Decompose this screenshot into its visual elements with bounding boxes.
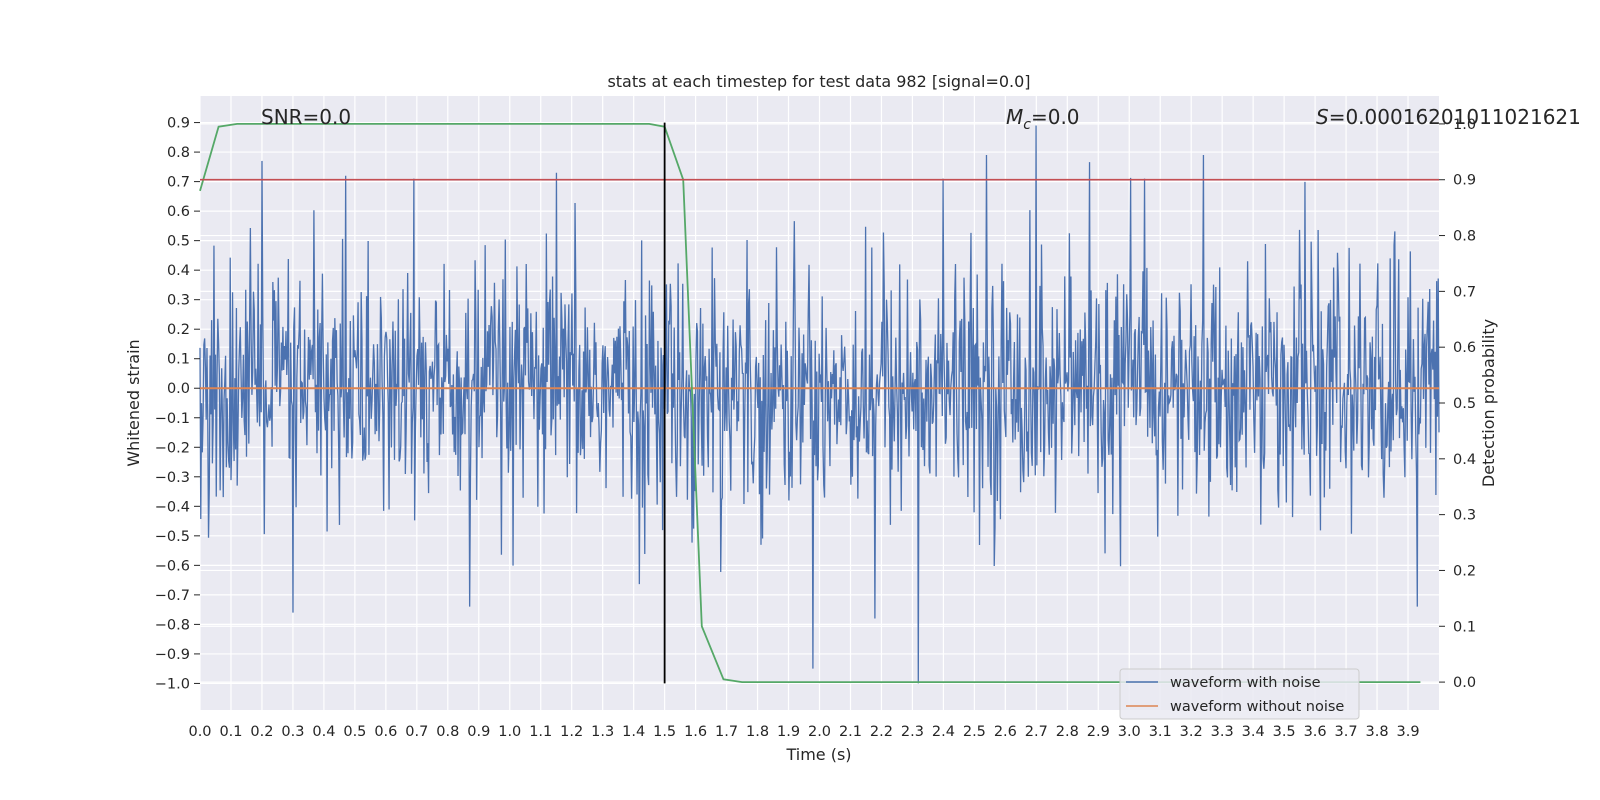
x-tick-label: 0.9 <box>467 724 490 740</box>
y-left-tick-label: −1.0 <box>155 676 190 692</box>
x-tick-label: 2.2 <box>870 724 893 740</box>
annotation-mc-subscript: c <box>1023 117 1031 133</box>
y-left-tick-label: −0.4 <box>155 499 190 515</box>
x-tick-label: 2.6 <box>994 724 1017 740</box>
x-tick-label: 3.5 <box>1273 724 1296 740</box>
y-right-tick-label: 0.1 <box>1453 619 1476 635</box>
x-tick-label: 1.0 <box>498 724 521 740</box>
x-tick-label: 3.3 <box>1211 724 1234 740</box>
y-left-tick-label: 0.2 <box>167 322 190 338</box>
y-right-tick-label: 0.9 <box>1453 173 1476 189</box>
y-right-tick-label: 0.5 <box>1453 396 1476 412</box>
x-tick-label: 3.4 <box>1242 724 1265 740</box>
x-tick-label: 0.1 <box>219 724 242 740</box>
y-left-tick-label: −0.5 <box>155 529 190 545</box>
x-tick-label: 3.7 <box>1335 724 1358 740</box>
x-tick-label: 1.3 <box>591 724 614 740</box>
x-tick-label: 3.0 <box>1118 724 1141 740</box>
series-waveform-with-noise <box>199 125 1440 684</box>
y-left-tick-label: 0.5 <box>167 234 190 250</box>
annotation-mc: Mc=0.0 <box>1006 105 1080 133</box>
annotation-s-value: =0.00016201011021621 <box>1329 105 1581 129</box>
x-tick-label: 0.2 <box>250 724 273 740</box>
annotation-s: S=0.00016201011021621 <box>1316 105 1581 129</box>
y-left-tick-label: −0.7 <box>155 588 190 604</box>
y-left-tick-label: 0.9 <box>167 116 190 132</box>
x-tick-label: 3.9 <box>1396 724 1419 740</box>
y-right-tick-label: 0.8 <box>1453 229 1476 245</box>
x-tick-label: 3.2 <box>1180 724 1203 740</box>
x-axis-label: Time (s) <box>785 745 851 764</box>
x-tick-label: 2.3 <box>901 724 924 740</box>
x-tick-label: 1.9 <box>777 724 800 740</box>
x-tick-label: 2.0 <box>808 724 831 740</box>
overlays <box>200 122 1439 684</box>
legend-label-noise: waveform with noise <box>1170 675 1321 691</box>
x-tick-label: 0.4 <box>312 724 335 740</box>
y-axis-right-label: Detection probability <box>1479 319 1498 487</box>
y-left-tick-label: −0.6 <box>155 558 190 574</box>
y-left-tick-label: −0.2 <box>155 440 190 456</box>
x-tick-label: 0.8 <box>436 724 459 740</box>
y-left-tick-label: 0.3 <box>167 293 190 309</box>
x-tick-label: 1.7 <box>715 724 738 740</box>
legend-box <box>1119 668 1360 720</box>
y-axis-left-ticks: 0.9 0.8 0.7 0.6 0.5 0.4 0.3 0.2 0.1 0.0 −0.1 −0.2 −0… <box>155 116 200 692</box>
x-tick-label: 2.7 <box>1025 724 1048 740</box>
x-tick-label: 0.7 <box>405 724 428 740</box>
x-tick-label: 0.3 <box>281 724 304 740</box>
y-left-tick-label: 0.4 <box>167 263 190 279</box>
y-left-tick-label: −0.3 <box>155 470 190 486</box>
y-left-tick-label: −0.9 <box>155 647 190 663</box>
chart-title: stats at each timestep for test data 982… <box>607 72 1030 91</box>
y-right-tick-label: 0.0 <box>1453 675 1476 691</box>
y-right-tick-label: 0.2 <box>1453 563 1476 579</box>
y-axis-left-label: Whitened strain <box>124 339 143 466</box>
x-tick-label: 1.2 <box>560 724 583 740</box>
x-axis-ticks: 0.0 0.1 0.2 0.3 0.4 0.5 0.6 0.7 0.8 0.9 1.0 1.1 1.2 1… <box>188 724 1419 740</box>
x-tick-label: 1.4 <box>622 724 645 740</box>
y-right-tick-label: 1.0 <box>1453 117 1476 133</box>
annotation-mc-symbol: M <box>1006 105 1023 129</box>
x-tick-label: 2.5 <box>963 724 986 740</box>
x-tick-label: 2.1 <box>839 724 862 740</box>
y-left-tick-label: −0.1 <box>155 411 190 427</box>
waveform-noise-line <box>199 125 1440 684</box>
y-right-tick-label: 0.6 <box>1453 340 1476 356</box>
x-tick-label: 0.5 <box>343 724 366 740</box>
y-axis-right-ticks: 1.0 0.9 0.8 0.7 0.6 0.5 0.4 0.3 0.2 0.1 0.0 <box>1439 117 1476 691</box>
x-tick-label: 1.1 <box>529 724 552 740</box>
x-tick-label: 0.0 <box>188 724 211 740</box>
x-tick-label: 3.6 <box>1304 724 1327 740</box>
y-left-tick-label: 0.6 <box>167 204 190 220</box>
y-left-tick-label: 0.7 <box>167 175 190 191</box>
legend: waveform with noise waveform without noi… <box>1119 668 1360 720</box>
y-left-tick-label: 0.0 <box>167 381 190 397</box>
y-left-tick-label: 0.1 <box>167 352 190 368</box>
x-tick-label: 1.8 <box>746 724 769 740</box>
x-tick-label: 2.9 <box>1087 724 1110 740</box>
y-right-tick-label: 0.3 <box>1453 508 1476 524</box>
y-left-tick-label: −0.8 <box>155 617 190 633</box>
x-tick-label: 1.5 <box>653 724 676 740</box>
annotation-snr: SNR=0.0 <box>261 105 351 129</box>
y-left-tick-label: 0.8 <box>167 145 190 161</box>
x-tick-label: 2.8 <box>1056 724 1079 740</box>
x-tick-label: 1.6 <box>684 724 707 740</box>
x-tick-label: 3.1 <box>1149 724 1172 740</box>
y-right-tick-label: 0.7 <box>1453 284 1476 300</box>
x-tick-label: 3.8 <box>1366 724 1389 740</box>
y-right-tick-label: 0.4 <box>1453 452 1476 468</box>
annotation-s-symbol: S <box>1316 105 1329 129</box>
x-tick-label: 2.4 <box>932 724 955 740</box>
legend-label-clean: waveform without noise <box>1170 699 1344 715</box>
annotation-mc-value: =0.0 <box>1031 105 1080 129</box>
x-tick-label: 0.6 <box>374 724 397 740</box>
